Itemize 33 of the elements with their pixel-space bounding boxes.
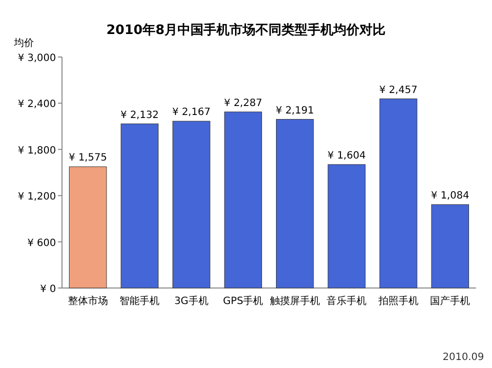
x-tick-label: 整体市场 bbox=[68, 295, 108, 307]
y-axis-title: 均价 bbox=[13, 37, 34, 49]
x-tick-label: GPS手机 bbox=[223, 295, 264, 307]
y-tick-label: ¥ 3,000 bbox=[18, 53, 56, 64]
x-tick-label: 拍照手机 bbox=[377, 295, 418, 307]
text: 2010.09 bbox=[442, 352, 484, 363]
bar bbox=[328, 164, 366, 288]
bar bbox=[379, 98, 418, 288]
bar bbox=[224, 112, 262, 288]
data-label: ¥ 1,084 bbox=[431, 190, 470, 202]
x-tick-label: 音乐手机 bbox=[326, 295, 367, 307]
bar bbox=[276, 119, 314, 288]
bar bbox=[120, 124, 159, 288]
bar bbox=[68, 166, 107, 288]
data-label: ¥ 1,604 bbox=[328, 150, 366, 162]
bar bbox=[172, 120, 210, 288]
data-label: ¥ 2,287 bbox=[224, 98, 262, 109]
y-tick-label: ¥ 0 bbox=[40, 284, 56, 295]
data-label: ¥ 1,575 bbox=[68, 152, 107, 164]
x-tick-label: 触摸屏手机 bbox=[270, 295, 320, 307]
y-tick-label: ¥ 1,200 bbox=[18, 192, 56, 203]
data-label: ¥ 2,457 bbox=[379, 84, 418, 96]
chart-title: 2010年8月中国手机市场不同类型手机均价对比 bbox=[106, 22, 386, 38]
x-tick-label: 智能手机 bbox=[120, 295, 160, 307]
y-tick-label: ¥ 600 bbox=[27, 238, 56, 249]
x-tick-label: 3G手机 bbox=[174, 295, 208, 307]
y-tick-label: ¥ 1,800 bbox=[18, 145, 56, 156]
y-tick-label: ¥ 2,400 bbox=[18, 99, 56, 110]
data-label: ¥ 2,167 bbox=[172, 107, 210, 118]
bar bbox=[431, 204, 470, 288]
data-label: ¥ 2,132 bbox=[120, 110, 159, 121]
x-tick-label: 国产手机 bbox=[430, 295, 470, 307]
data-label: ¥ 2,191 bbox=[276, 105, 314, 116]
